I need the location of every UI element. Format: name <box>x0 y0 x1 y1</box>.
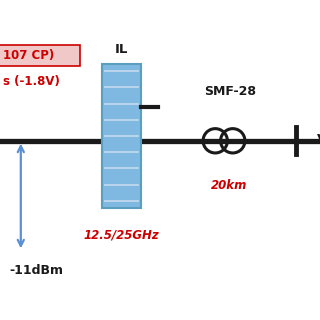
Text: V: V <box>317 133 320 146</box>
Text: SMF-28: SMF-28 <box>204 84 256 98</box>
Text: IL: IL <box>115 43 128 56</box>
Text: 107 CP): 107 CP) <box>3 49 54 61</box>
Text: s (-1.8V): s (-1.8V) <box>3 75 60 88</box>
Text: -11dBm: -11dBm <box>10 264 64 277</box>
Bar <box>102 64 141 208</box>
Text: 20km: 20km <box>211 179 247 192</box>
Bar <box>0 45 80 66</box>
Text: 12.5/25GHz: 12.5/25GHz <box>84 229 159 242</box>
